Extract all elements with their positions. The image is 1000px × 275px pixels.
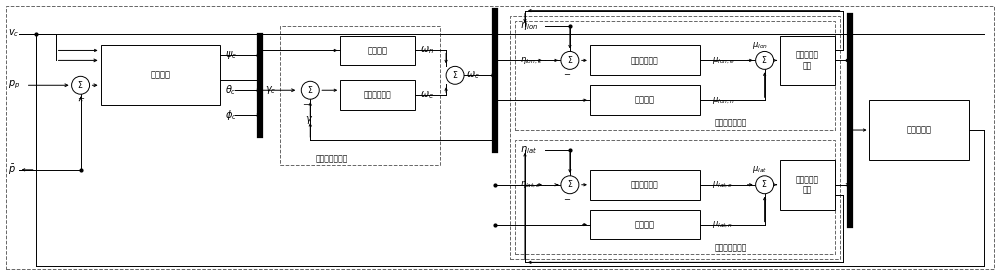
Bar	[780, 160, 835, 210]
Circle shape	[446, 66, 464, 84]
Text: $\Sigma$: $\Sigma$	[761, 54, 768, 65]
Text: $\eta_{lat}$: $\eta_{lat}$	[520, 144, 537, 156]
Bar	[510, 16, 840, 259]
Text: $p_p$: $p_p$	[8, 79, 20, 92]
Bar	[101, 45, 220, 105]
Bar	[515, 21, 835, 130]
Circle shape	[561, 176, 579, 194]
Bar	[590, 170, 700, 200]
Text: 误差稳定控制: 误差稳定控制	[364, 91, 392, 100]
Bar	[280, 26, 440, 165]
Text: $\mu_{lat,n}$: $\mu_{lat,n}$	[712, 219, 733, 230]
Text: $\mu_{lon,n}$: $\mu_{lon,n}$	[712, 95, 734, 106]
Circle shape	[756, 51, 774, 69]
Bar	[780, 35, 835, 85]
Bar	[869, 100, 969, 160]
Text: 变态运动学控制: 变态运动学控制	[315, 154, 348, 163]
Bar	[515, 140, 835, 254]
Text: 伪逆求解: 伪逆求解	[635, 220, 655, 229]
Bar	[340, 35, 415, 65]
Text: $\eta_{lat,c}$: $\eta_{lat,c}$	[520, 179, 541, 190]
Text: $\Sigma$: $\Sigma$	[307, 84, 313, 95]
Text: 导航计算: 导航计算	[150, 71, 170, 80]
Text: $-$: $-$	[563, 69, 571, 77]
Text: 伪逆求解: 伪逆求解	[635, 96, 655, 105]
Text: $-$: $-$	[563, 194, 571, 202]
Text: 误差稳定控制: 误差稳定控制	[631, 56, 659, 65]
Bar	[590, 45, 700, 75]
Text: $\bar{p}$: $\bar{p}$	[8, 163, 15, 177]
Text: $\mu_{lat}$: $\mu_{lat}$	[752, 164, 767, 175]
Text: 误差稳定控制: 误差稳定控制	[631, 180, 659, 189]
Text: $\phi_c$: $\phi_c$	[225, 108, 237, 122]
Text: 横向动力学控制: 横向动力学控制	[715, 243, 747, 252]
Text: $\Sigma$: $\Sigma$	[567, 178, 573, 189]
Text: 横向动力学
方程: 横向动力学 方程	[796, 51, 819, 70]
Text: 纵向动力学
方程: 纵向动力学 方程	[796, 175, 819, 194]
Text: $\theta_c$: $\theta_c$	[225, 83, 237, 97]
Text: $\eta_{lon}$: $\eta_{lon}$	[520, 20, 538, 32]
Bar	[590, 85, 700, 115]
Text: $\Sigma$: $\Sigma$	[567, 54, 573, 65]
Text: $\mu_{lon,e}$: $\mu_{lon,e}$	[712, 55, 734, 66]
Text: $\Sigma$: $\Sigma$	[77, 79, 84, 90]
Circle shape	[561, 51, 579, 69]
Bar	[340, 80, 415, 110]
Text: $\omega_e$: $\omega_e$	[420, 89, 434, 101]
Text: $\Sigma$: $\Sigma$	[761, 178, 768, 189]
Bar	[590, 210, 700, 240]
Text: 运动学方程: 运动学方程	[907, 126, 932, 134]
Circle shape	[72, 76, 90, 94]
Text: $\mu_{lon}$: $\mu_{lon}$	[752, 40, 768, 51]
Text: 纵向动力学控制: 纵向动力学控制	[715, 119, 747, 128]
Text: $\gamma$: $\gamma$	[305, 114, 313, 126]
Text: $-$: $-$	[77, 93, 85, 101]
Text: $v_c$: $v_c$	[8, 28, 19, 39]
Text: $\mu_{lat,e}$: $\mu_{lat,e}$	[712, 179, 733, 190]
Circle shape	[301, 81, 319, 99]
Text: $\eta_{lon,c}$: $\eta_{lon,c}$	[520, 55, 542, 66]
Text: $-$: $-$	[302, 99, 310, 107]
Text: $\Sigma$: $\Sigma$	[452, 69, 458, 80]
Text: $\psi_c$: $\psi_c$	[225, 50, 237, 61]
Circle shape	[756, 176, 774, 194]
Text: $\omega_n$: $\omega_n$	[420, 45, 434, 56]
Text: 伪逆求解: 伪逆求解	[368, 46, 388, 55]
Text: $\gamma_c$: $\gamma_c$	[265, 84, 277, 96]
Text: $\omega_c$: $\omega_c$	[466, 69, 480, 81]
